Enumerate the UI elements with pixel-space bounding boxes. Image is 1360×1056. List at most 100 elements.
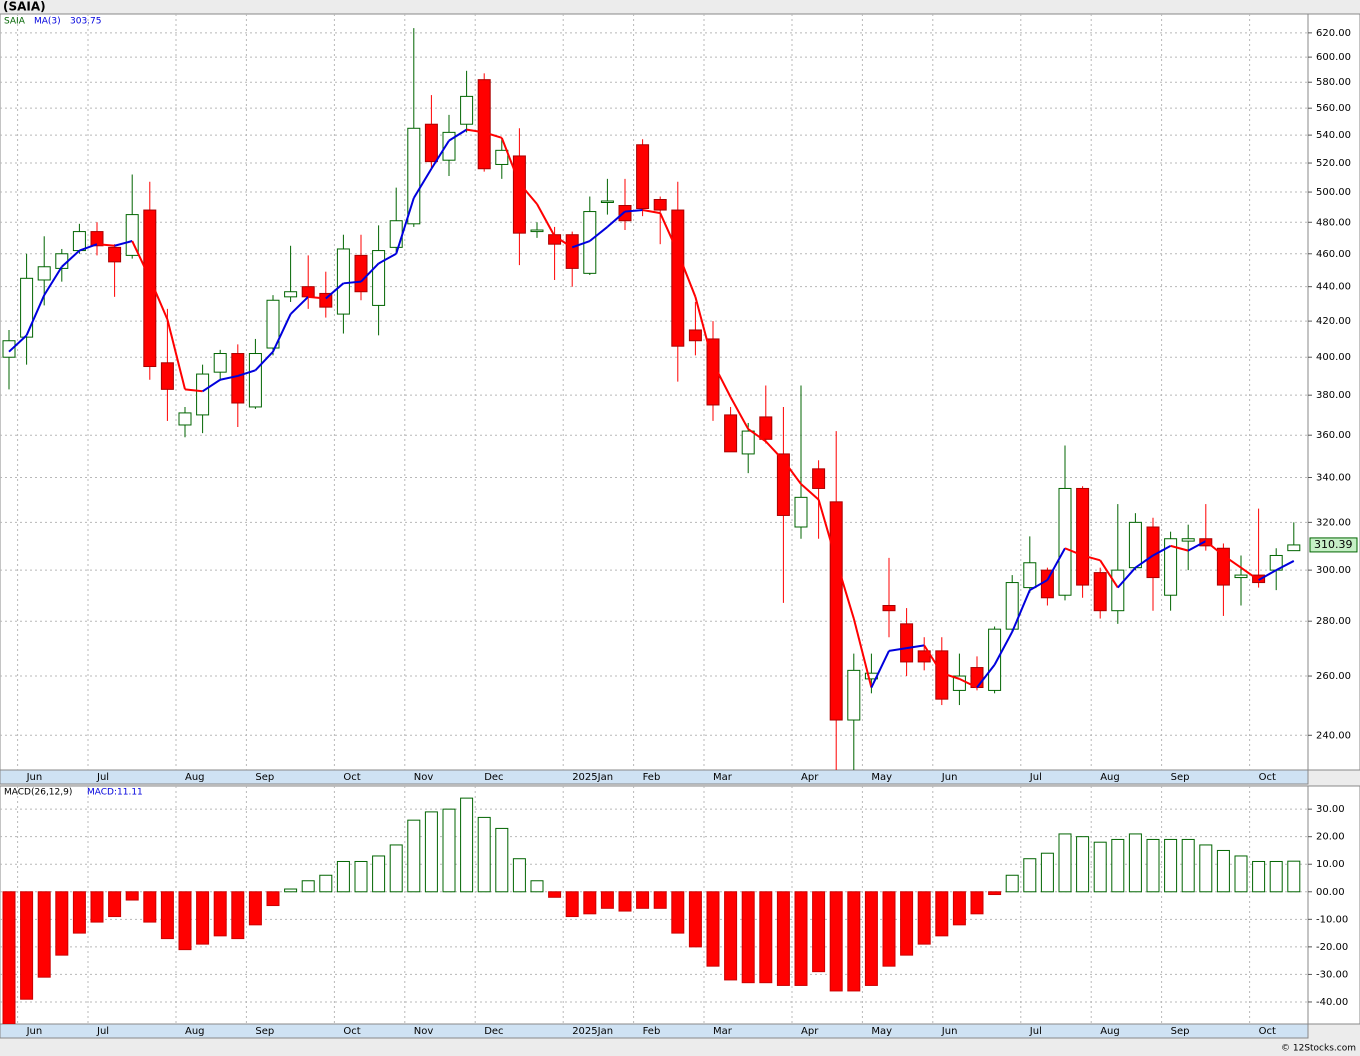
ma-line <box>79 243 98 252</box>
bar <box>1040 852 1054 893</box>
ma-line <box>923 644 943 674</box>
candle-body <box>266 299 280 349</box>
x-tick-label: May <box>871 1026 892 1037</box>
y-tick-label: -20.00 <box>1316 942 1348 953</box>
ma-line <box>1046 547 1066 581</box>
bar <box>864 891 878 986</box>
ma-line <box>852 618 873 688</box>
x-tick-label: Jul <box>96 1026 109 1037</box>
ma-line <box>1187 540 1207 552</box>
candle-body <box>1128 521 1142 569</box>
bar <box>1111 838 1125 893</box>
ma-line <box>289 296 309 315</box>
bar <box>565 891 579 918</box>
bar <box>847 891 861 992</box>
x-tick-label: Aug <box>1100 772 1120 783</box>
ma-line <box>800 483 820 501</box>
bar <box>829 891 843 992</box>
candle-body <box>301 286 315 298</box>
ma-line <box>1134 554 1154 569</box>
bar <box>1252 860 1266 893</box>
ma-line <box>712 362 732 398</box>
bar <box>706 891 720 967</box>
ma-line <box>571 240 591 249</box>
price-axis <box>1307 13 1360 771</box>
macd-title: MACD(26,12,9) <box>4 788 72 798</box>
ma-line <box>1152 544 1172 557</box>
candle-body <box>812 468 826 489</box>
ma-line <box>360 262 380 283</box>
bar <box>724 891 738 981</box>
bar <box>600 891 614 909</box>
candle-body <box>90 231 104 247</box>
bar <box>231 891 245 940</box>
legend-ma: MA(3) <box>34 17 61 27</box>
ma-line <box>184 388 203 393</box>
bar <box>530 880 544 893</box>
bar <box>20 891 34 1000</box>
candle-body <box>671 209 685 347</box>
ma-line <box>782 459 802 485</box>
bar <box>1146 838 1160 893</box>
bar <box>108 891 122 918</box>
candle-body <box>1164 538 1178 596</box>
bar <box>1216 849 1230 893</box>
macd-axis <box>1307 785 1360 1025</box>
ma-line <box>272 313 292 353</box>
bar <box>125 891 139 901</box>
candle-body <box>741 430 755 455</box>
ma-line <box>624 209 643 213</box>
candle-body <box>706 338 720 406</box>
y-tick-label: 560.00 <box>1316 103 1351 114</box>
x-tick-label: Apr <box>801 1026 819 1037</box>
candle-body <box>196 373 210 416</box>
candle-body <box>776 453 790 516</box>
x-tick-label: Jun <box>941 772 958 783</box>
ma-line <box>114 240 133 247</box>
candle-body <box>724 414 738 453</box>
ma-line <box>941 672 960 680</box>
x-tick-label: Aug <box>185 772 205 783</box>
bar <box>196 891 210 945</box>
chart-title: (SAIA) <box>3 0 46 14</box>
bar <box>354 860 368 893</box>
ma-line <box>343 280 362 285</box>
candle-body <box>372 250 386 306</box>
y-tick-label: 340.00 <box>1316 472 1351 483</box>
ma-line <box>1170 544 1189 552</box>
candle-body <box>600 200 614 203</box>
bar <box>90 891 104 923</box>
ma-line <box>1011 589 1031 633</box>
plot <box>2 797 1301 1024</box>
x-tick-label: Oct <box>343 1026 360 1037</box>
ma-line <box>659 212 679 253</box>
bar <box>301 880 315 893</box>
bar <box>1164 838 1178 893</box>
x-tick-label: 2025Jan <box>572 1026 613 1037</box>
x-tick-label: Dec <box>484 1026 503 1037</box>
ma-line <box>606 210 626 228</box>
bar <box>583 891 597 915</box>
ma-line <box>1258 569 1277 581</box>
ma-line <box>554 235 573 249</box>
ma-line <box>500 137 521 184</box>
x-tick-label: Apr <box>801 772 819 783</box>
y-tick-label: 500.00 <box>1316 187 1351 198</box>
bar <box>759 891 773 984</box>
ma-line <box>993 631 1014 666</box>
ma-line <box>888 647 907 652</box>
y-tick-label: 440.00 <box>1316 282 1351 293</box>
ma-line <box>8 334 28 353</box>
x-tick-label: Dec <box>484 772 503 783</box>
x-tick-label: Aug <box>1100 1026 1120 1037</box>
bar <box>389 844 403 893</box>
x-tick-label: Sep <box>1171 1026 1190 1037</box>
bar <box>935 891 949 937</box>
y-tick-label: 30.00 <box>1316 804 1345 815</box>
last-price-box <box>1309 537 1358 553</box>
candle-body <box>477 79 491 170</box>
candle-body <box>143 209 157 368</box>
bar <box>900 891 914 956</box>
ma-line <box>870 650 890 688</box>
x-tick-label: Nov <box>414 772 434 783</box>
